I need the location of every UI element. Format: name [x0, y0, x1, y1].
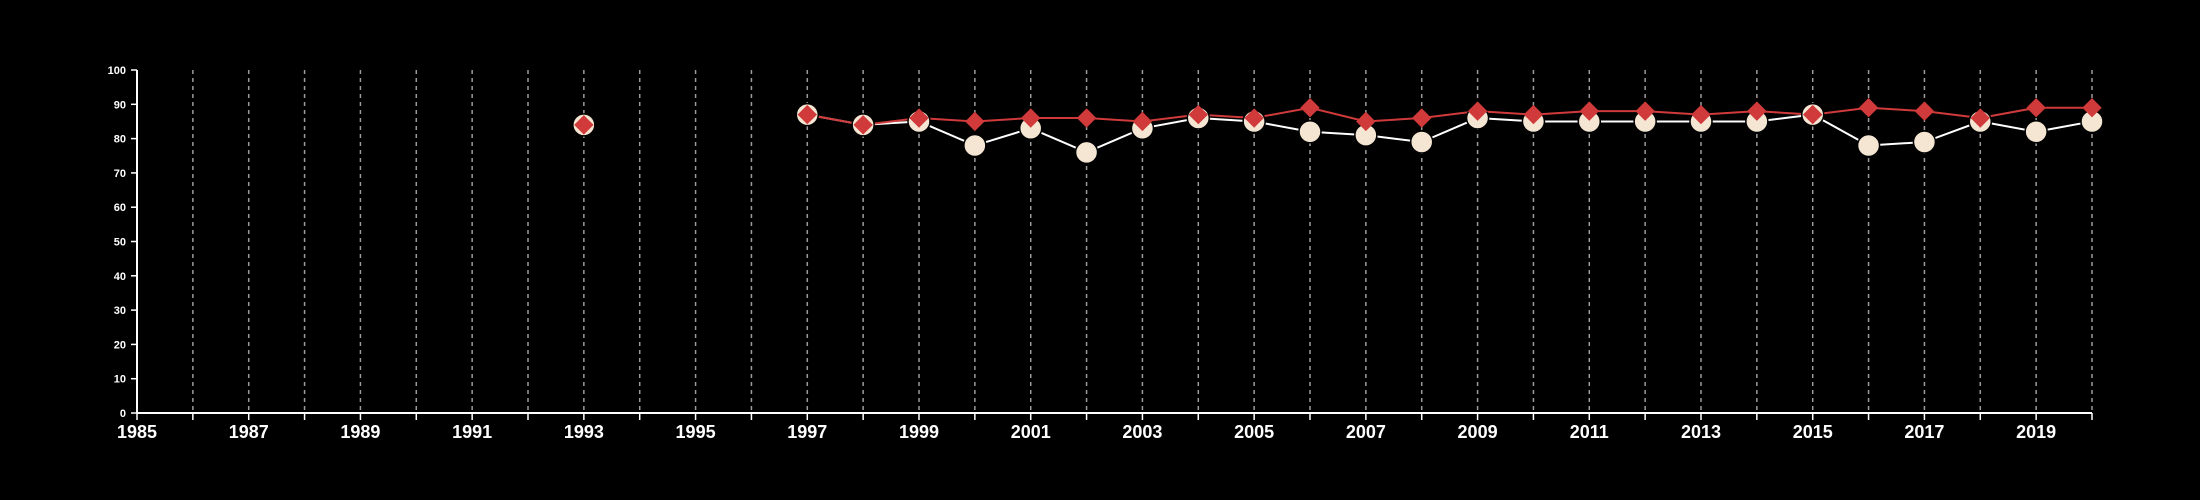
series-2-point	[574, 115, 594, 135]
series-2-point	[1970, 108, 1990, 128]
series-2-point	[1914, 101, 1935, 121]
series-2-point	[1747, 101, 1767, 121]
x-tick-label: 2013	[1681, 422, 1721, 442]
y-tick-label: 40	[114, 271, 126, 283]
series-1-point	[963, 133, 987, 158]
series-group	[572, 98, 2104, 165]
x-tick-label: 2017	[1904, 422, 1944, 442]
series-1-point	[1912, 130, 1937, 154]
series-2-point	[1467, 101, 1488, 121]
x-tick-label: 2009	[1458, 422, 1498, 442]
series-2-point	[1635, 101, 1655, 121]
x-tick-label: 1999	[899, 422, 939, 442]
series-2-point	[1523, 104, 1544, 125]
y-tick-label: 10	[114, 374, 126, 386]
y-tick-label: 80	[114, 134, 126, 146]
series-2-point	[1021, 108, 1041, 128]
y-tick-label: 60	[114, 202, 126, 214]
series-2-point	[1356, 111, 1376, 132]
series-2-point	[797, 104, 817, 125]
x-tick-label: 1985	[117, 422, 157, 442]
x-tick-label: 2007	[1346, 422, 1386, 442]
y-tick-label: 20	[114, 339, 126, 351]
y-tick-label: 90	[114, 99, 126, 111]
series-2-point	[965, 111, 985, 132]
y-tick-label: 50	[114, 237, 126, 249]
series-2-point	[2082, 98, 2102, 118]
series-2-point	[1076, 108, 1097, 128]
series-2-point	[1858, 98, 1879, 118]
y-tick-label: 100	[108, 65, 126, 77]
x-tick-label: 2005	[1234, 422, 1274, 442]
series-1-point	[1409, 130, 1434, 154]
x-tick-label: 2001	[1011, 422, 1051, 442]
series-2-point	[1244, 108, 1264, 128]
x-tick-label: 2011	[1570, 422, 1609, 442]
x-tick-label: 2015	[1793, 422, 1833, 442]
y-tick-label: 70	[114, 168, 126, 180]
series-2-point	[853, 115, 873, 135]
series-2-point	[1691, 104, 1711, 125]
series-2-point	[909, 108, 929, 128]
y-tick-label: 30	[114, 305, 126, 317]
series-2-point	[1300, 98, 1320, 118]
x-axis-ticks: 1985 1987 1989 1991 1993 1995 1997 1999 2001 2003…	[117, 413, 2093, 442]
x-tick-label: 1991	[452, 422, 492, 442]
y-tick-label: 0	[120, 408, 126, 420]
axes	[136, 70, 2092, 414]
series-1-point	[1298, 119, 1322, 144]
series-2-point	[1188, 104, 1208, 125]
series-1-point	[1074, 140, 1099, 165]
x-tick-label: 2003	[1122, 422, 1162, 442]
series-2-line	[807, 106, 2092, 126]
y-axis-ticks: 0 10 20 30 40 50 60 70 80 90 100	[108, 65, 137, 420]
x-tick-label: 2019	[2016, 422, 2056, 442]
series-1-point	[2024, 119, 2048, 144]
series-2-point	[2026, 98, 2046, 118]
series-2-point	[1803, 104, 1823, 125]
x-tick-label: 1993	[564, 422, 604, 442]
series-2-point	[1132, 111, 1153, 132]
x-tick-label: 1987	[229, 422, 269, 442]
x-tick-label: 1997	[787, 422, 827, 442]
x-tick-label: 1989	[340, 422, 380, 442]
series-2-point	[1412, 108, 1432, 128]
series-2-point	[1579, 101, 1599, 121]
x-tick-label: 1995	[676, 422, 716, 442]
series-1-point	[1856, 133, 1881, 158]
